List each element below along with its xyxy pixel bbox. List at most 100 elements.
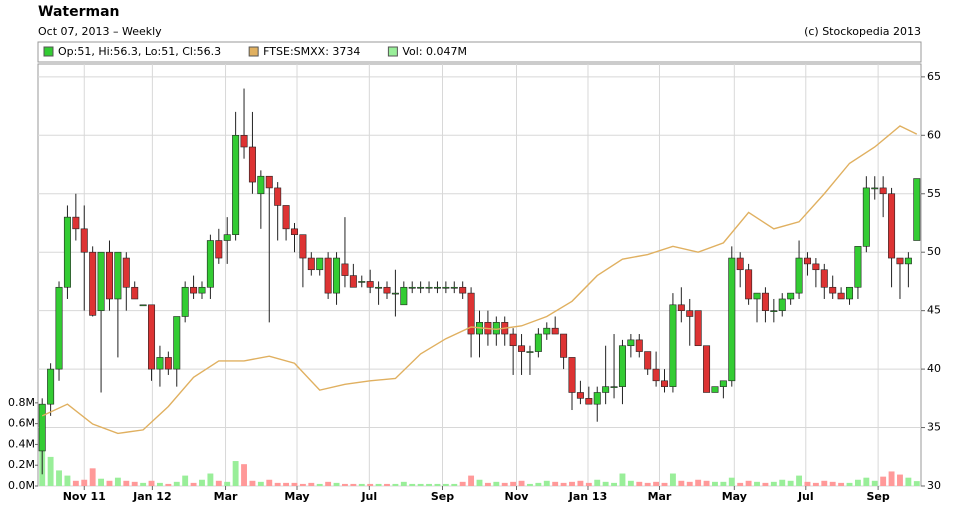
candle-body bbox=[694, 310, 702, 347]
candle-body bbox=[459, 286, 467, 294]
legend-swatch bbox=[248, 46, 259, 57]
candle-body bbox=[585, 398, 593, 405]
x-tick-label: Sep bbox=[431, 490, 454, 503]
legend-swatch bbox=[43, 46, 54, 57]
volume-bar bbox=[577, 480, 584, 486]
volume-bar bbox=[173, 481, 180, 486]
candle-body bbox=[63, 216, 71, 288]
volume-bar bbox=[636, 481, 643, 486]
volume-bar bbox=[569, 481, 575, 486]
candle-body bbox=[89, 251, 97, 316]
volume-bar bbox=[678, 480, 685, 486]
candle-body bbox=[324, 257, 332, 294]
volume-bar bbox=[291, 482, 298, 486]
candle-body bbox=[223, 234, 231, 241]
volume-bar bbox=[241, 464, 247, 486]
candle-body bbox=[736, 257, 744, 271]
volume-bar bbox=[400, 481, 407, 486]
volume-bar bbox=[350, 483, 357, 486]
volume-bar bbox=[888, 471, 895, 486]
volume-bar bbox=[501, 482, 508, 486]
volume-bar bbox=[165, 483, 172, 486]
candle-body bbox=[257, 175, 265, 195]
volume-bar bbox=[451, 483, 458, 486]
volume-bar bbox=[442, 483, 449, 486]
candle-body bbox=[593, 392, 601, 405]
candle-body bbox=[173, 316, 181, 370]
candle-body bbox=[829, 286, 837, 294]
candle-body bbox=[114, 251, 122, 300]
volume-bar bbox=[409, 483, 416, 486]
candle-body bbox=[333, 257, 341, 294]
candle-body bbox=[181, 286, 189, 317]
candle-body bbox=[299, 234, 307, 259]
candle-body bbox=[248, 146, 256, 183]
candle-body bbox=[38, 403, 46, 452]
candle-body bbox=[576, 392, 584, 399]
volume-bar bbox=[266, 479, 273, 486]
candle-body bbox=[467, 292, 475, 335]
volume-bar bbox=[459, 481, 466, 486]
y2-tick-label: 0.8M bbox=[8, 396, 35, 409]
volume-bar bbox=[434, 483, 441, 486]
volume-bar bbox=[560, 482, 567, 486]
candle-body bbox=[686, 310, 694, 317]
candle-body bbox=[568, 357, 576, 393]
volume-bar bbox=[712, 481, 718, 486]
candle-body bbox=[122, 257, 130, 288]
candle-body bbox=[80, 228, 88, 253]
candle-body bbox=[778, 298, 786, 311]
candle-body bbox=[139, 304, 147, 307]
volume-bar bbox=[215, 480, 222, 486]
y-tick-label: 55 bbox=[927, 187, 941, 200]
volume-bar bbox=[527, 483, 533, 486]
candle-body bbox=[240, 135, 248, 148]
volume-bar bbox=[913, 481, 920, 486]
x-tick-label: Mar bbox=[214, 490, 238, 503]
volume-bar bbox=[342, 483, 348, 486]
volume-bar bbox=[703, 480, 710, 486]
legend-box bbox=[37, 41, 922, 63]
candle-body bbox=[669, 304, 677, 387]
volume-bar bbox=[669, 473, 676, 486]
volume-bar bbox=[476, 479, 483, 486]
candle-body bbox=[854, 246, 862, 288]
volume-bar bbox=[140, 482, 147, 486]
plot-area bbox=[37, 63, 922, 487]
candle-body bbox=[770, 310, 778, 312]
volume-bar bbox=[148, 480, 155, 486]
volume-bar bbox=[64, 475, 71, 486]
x-tick-label: May bbox=[722, 490, 747, 503]
candle-body bbox=[47, 368, 55, 405]
candle-body bbox=[610, 386, 618, 388]
volume-bar bbox=[47, 456, 54, 486]
volume-bar bbox=[535, 482, 542, 486]
volume-bar bbox=[468, 475, 475, 486]
candle-body bbox=[803, 257, 811, 265]
volume-bar bbox=[770, 481, 777, 486]
candle-body bbox=[282, 205, 290, 230]
candle-body bbox=[131, 286, 139, 300]
candle-body bbox=[425, 286, 433, 289]
credit: (c) Stockopedia 2013 bbox=[804, 25, 921, 38]
volume-bar bbox=[821, 480, 828, 486]
candle-body bbox=[526, 351, 534, 353]
volume-bar bbox=[367, 483, 374, 486]
candle-body bbox=[316, 257, 324, 271]
candle-body bbox=[417, 286, 425, 289]
candle-body bbox=[366, 281, 374, 288]
candle-body bbox=[215, 240, 223, 259]
y2-tick-label: 0.0M bbox=[8, 479, 35, 492]
candle-body bbox=[274, 187, 282, 206]
volume-bar bbox=[417, 483, 424, 486]
volume-bar bbox=[804, 481, 811, 486]
y-tick-label: 65 bbox=[927, 70, 941, 83]
candle-body bbox=[888, 193, 896, 259]
volume-bar bbox=[190, 482, 197, 486]
volume-bar bbox=[510, 481, 517, 486]
candle-body bbox=[795, 257, 803, 294]
volume-bar bbox=[207, 473, 214, 486]
x-tick-label: Jan 13 bbox=[568, 490, 607, 503]
y-tick-label: 60 bbox=[927, 128, 941, 141]
